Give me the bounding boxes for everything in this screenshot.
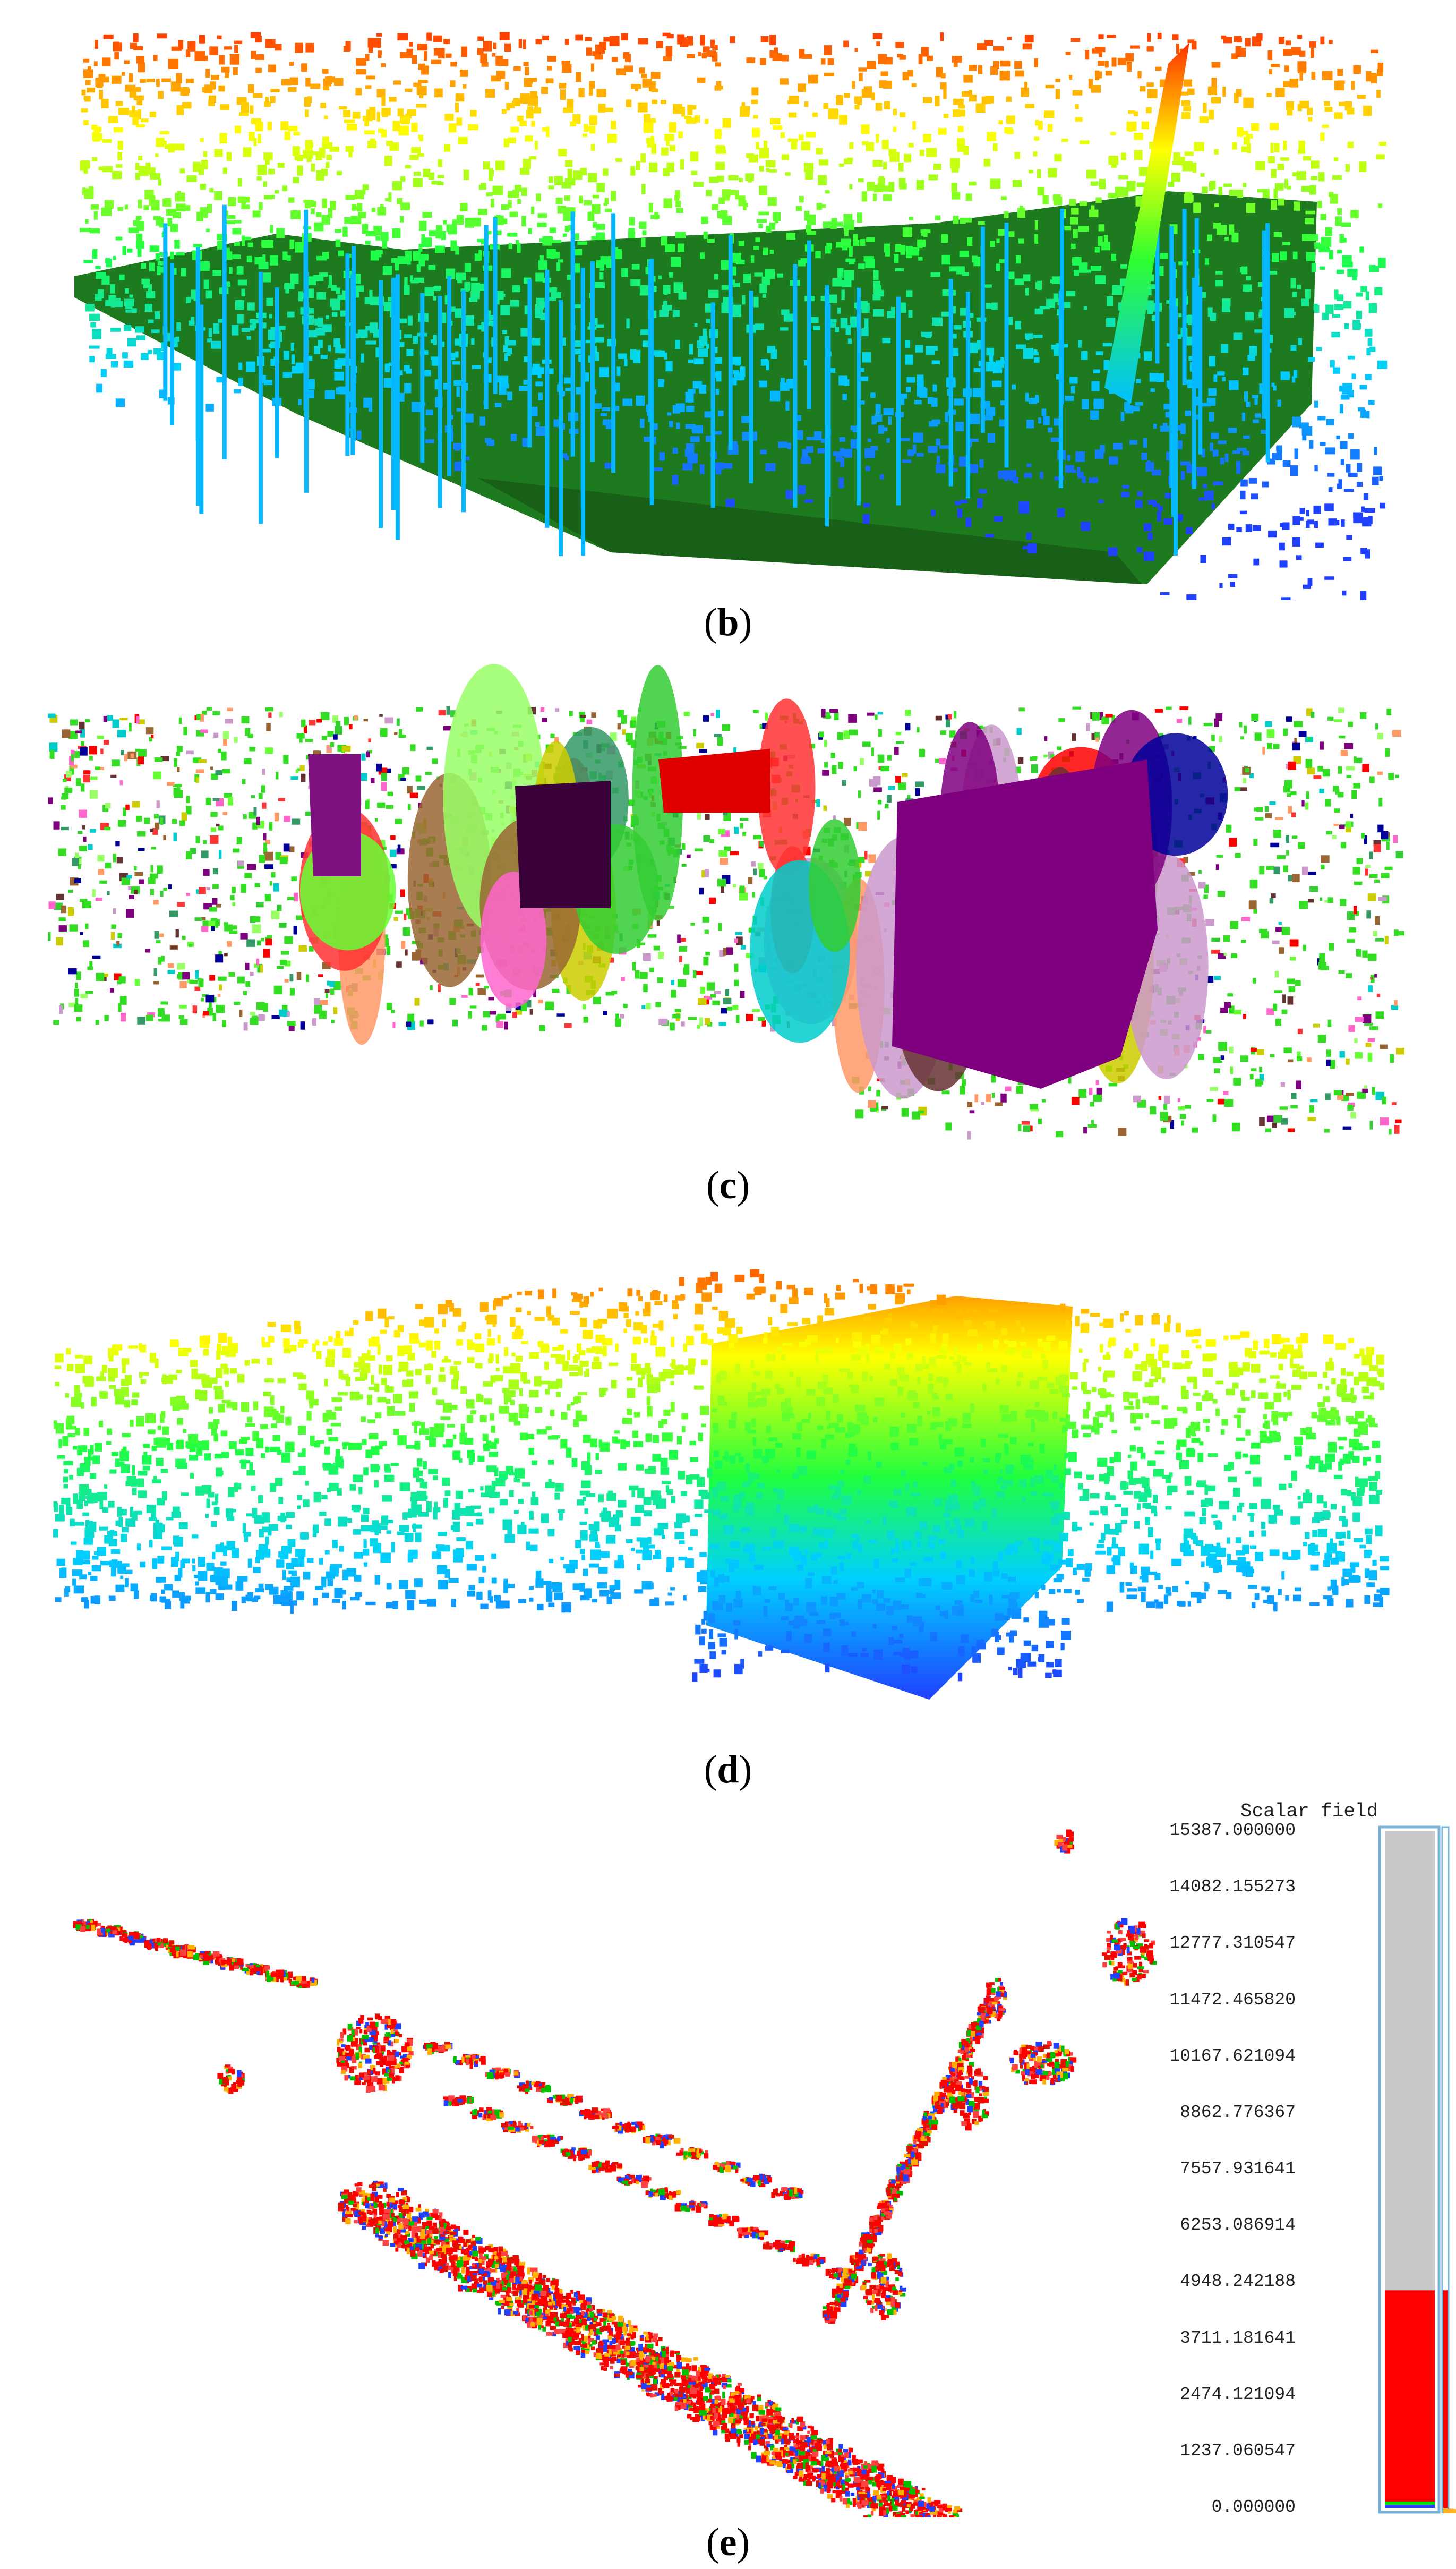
scalar-field-tick-label: 12777.310547 (1169, 1933, 1296, 1953)
scalar-field-tick-label: 0.000000 (1211, 2497, 1296, 2517)
building-segment-red (658, 749, 770, 813)
scalar-field-tick-label: 2474.121094 (1180, 2384, 1296, 2404)
bar-side-foot (1443, 2508, 1456, 2513)
segmented-points (48, 664, 1405, 1140)
bar-side-red (1443, 2290, 1448, 2508)
scalar-field-color-bar (1378, 1825, 1456, 2514)
scalar-field-tick-label: 7557.931641 (1180, 2159, 1296, 2179)
scalar-field-bar: Scalar field 15387.000000 14082.155273 127… (1131, 1795, 1456, 2539)
panel-c: (c) (0, 653, 1456, 1227)
bar-green-band (1385, 2502, 1435, 2505)
caption-d: (d) (704, 1748, 752, 1791)
bar-grey-region (1385, 1831, 1435, 2291)
height-colored-points (80, 32, 1388, 600)
scalar-field-tick-label: 4948.242188 (1180, 2272, 1296, 2292)
bar-frame (1378, 1825, 1441, 2514)
panel-c-point-cloud (48, 664, 1405, 1140)
scalar-field-ticks: 15387.000000 14082.155273 12777.310547 1147… (1131, 1795, 1375, 2539)
scalar-field-tick-label: 14082.155273 (1169, 1877, 1296, 1897)
panel-e: Scalar field 15387.000000 14082.155273 127… (0, 1795, 1456, 2569)
scalar-field-tick-label: 8862.776367 (1180, 2102, 1296, 2122)
caption-b: (b) (704, 601, 752, 644)
building-segment-violet (308, 754, 361, 876)
scalar-field-points (73, 1829, 1157, 2517)
panel-b: (b) (0, 0, 1456, 644)
panel-e-point-cloud (73, 1829, 1157, 2517)
scalar-field-tick-label: 1237.060547 (1180, 2440, 1296, 2461)
slanted-facade (1104, 42, 1189, 404)
scalar-field-tick-label: 3711.181641 (1180, 2328, 1296, 2348)
bar-red-region (1385, 2290, 1435, 2502)
bar-blue-band (1385, 2505, 1435, 2508)
road-strip (478, 478, 1142, 584)
building-segment-purple (892, 759, 1158, 1089)
panel-b-point-cloud (74, 32, 1388, 600)
panel-d-point-cloud (53, 1269, 1390, 1700)
building-segment-dark (515, 781, 611, 908)
scalar-field-title: Scalar field (1240, 1800, 1378, 1822)
panel-d: (d) (0, 1222, 1456, 1795)
caption-e: (e) (706, 2521, 750, 2564)
height-colored-points (53, 1269, 1390, 1682)
scalar-field-tick-label: 6253.086914 (1180, 2215, 1296, 2235)
scalar-field-tick-label: 10167.621094 (1169, 2046, 1296, 2066)
scalar-field-tick-label: 15387.000000 (1169, 1821, 1296, 1840)
caption-c: (c) (706, 1164, 750, 1207)
scalar-field-tick-label: 11472.465820 (1169, 1990, 1296, 2010)
